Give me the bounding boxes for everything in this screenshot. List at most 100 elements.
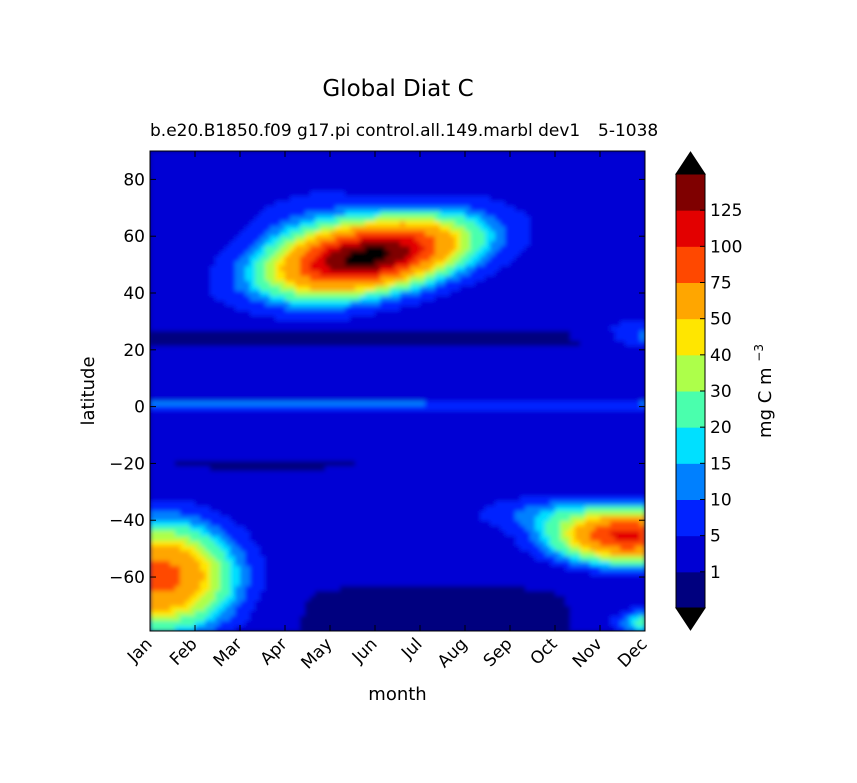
contour-cell [335, 161, 341, 167]
contour-cell [370, 201, 376, 207]
contour-cell [205, 231, 211, 237]
contour-cell [220, 326, 226, 332]
contour-cell [215, 246, 221, 252]
contour-cell [590, 161, 596, 167]
contour-cell [245, 356, 251, 362]
contour-cell [460, 251, 466, 257]
contour-cell [640, 296, 645, 302]
contour-cell [590, 386, 596, 392]
contour-cell [285, 186, 291, 192]
contour-cell [395, 261, 401, 267]
contour-cell [220, 221, 226, 227]
contour-cell [315, 201, 321, 207]
contour-cell [525, 386, 531, 392]
contour-cell [375, 326, 381, 332]
contour-cell [270, 171, 276, 177]
contour-cell [520, 236, 526, 242]
contour-cell [485, 371, 491, 377]
contour-cell [395, 196, 401, 202]
contour-cell [625, 341, 631, 347]
contour-cell [620, 206, 626, 212]
contour-cell [500, 366, 506, 372]
contour-cell [410, 256, 416, 262]
contour-cell [300, 391, 306, 397]
contour-cell [280, 361, 286, 367]
contour-cell [555, 241, 561, 247]
contour-cell [400, 251, 406, 257]
contour-cell [530, 191, 536, 197]
contour-cell [160, 351, 166, 357]
contour-cell [295, 306, 301, 312]
contour-cell [240, 171, 246, 177]
contour-cell [585, 391, 591, 397]
contour-cell [160, 341, 166, 347]
contour-cell [400, 216, 406, 222]
contour-cell [420, 181, 426, 187]
contour-cell [235, 191, 241, 197]
contour-cell [325, 151, 331, 157]
contour-cell [260, 361, 266, 367]
contour-cell [575, 371, 581, 377]
contour-cell [580, 236, 586, 242]
contour-cell [250, 216, 256, 222]
contour-cell [465, 386, 471, 392]
contour-cell [250, 356, 256, 362]
contour-cell [485, 296, 491, 302]
contour-cell [345, 391, 351, 397]
contour-cell [470, 271, 476, 277]
contour-cell [560, 206, 566, 212]
contour-cell [215, 296, 221, 302]
contour-cell [580, 376, 586, 382]
contour-cell [180, 391, 186, 397]
contour-cell [480, 341, 486, 347]
contour-cell [390, 396, 396, 402]
contour-cell [525, 221, 531, 227]
contour-cell [165, 381, 171, 387]
contour-cell [300, 361, 306, 367]
contour-cell [230, 331, 236, 337]
contour-cell [510, 206, 516, 212]
contour-cell [295, 261, 301, 267]
contour-cell [215, 216, 221, 222]
contour-cell [490, 211, 496, 217]
contour-cell [290, 351, 296, 357]
contour-cell [600, 171, 606, 177]
contour-cell [345, 191, 351, 197]
contour-cell [545, 291, 551, 297]
contour-cell [460, 321, 466, 327]
contour-cell [370, 371, 376, 377]
contour-cell [575, 251, 581, 257]
contour-cell [355, 316, 361, 322]
contour-cell [435, 151, 441, 157]
contour-cell [435, 346, 441, 352]
contour-cell [295, 201, 301, 207]
contour-cell [585, 161, 591, 167]
contour-cell [640, 231, 645, 237]
contour-cell [185, 381, 191, 387]
contour-cell [245, 201, 251, 207]
contour-cell [615, 391, 621, 397]
contour-cell [295, 181, 301, 187]
contour-cell [415, 271, 421, 277]
contour-cell [165, 176, 171, 182]
contour-cell [295, 326, 301, 332]
contour-cell [560, 396, 566, 402]
contour-cell [510, 391, 516, 397]
contour-cell [350, 306, 356, 312]
contour-cell [555, 251, 561, 257]
contour-cell [240, 306, 246, 312]
contour-cell [575, 211, 581, 217]
contour-cell [455, 206, 461, 212]
contour-cell [535, 271, 541, 277]
contour-cell [580, 206, 586, 212]
contour-cell [630, 216, 636, 222]
contour-cell [500, 196, 506, 202]
contour-cell [635, 361, 641, 367]
contour-cell [405, 331, 411, 337]
contour-cell [465, 166, 471, 172]
contour-cell [200, 356, 206, 362]
contour-cell [265, 351, 271, 357]
contour-cell [485, 396, 491, 402]
contour-cell [575, 306, 581, 312]
contour-cell [395, 256, 401, 262]
